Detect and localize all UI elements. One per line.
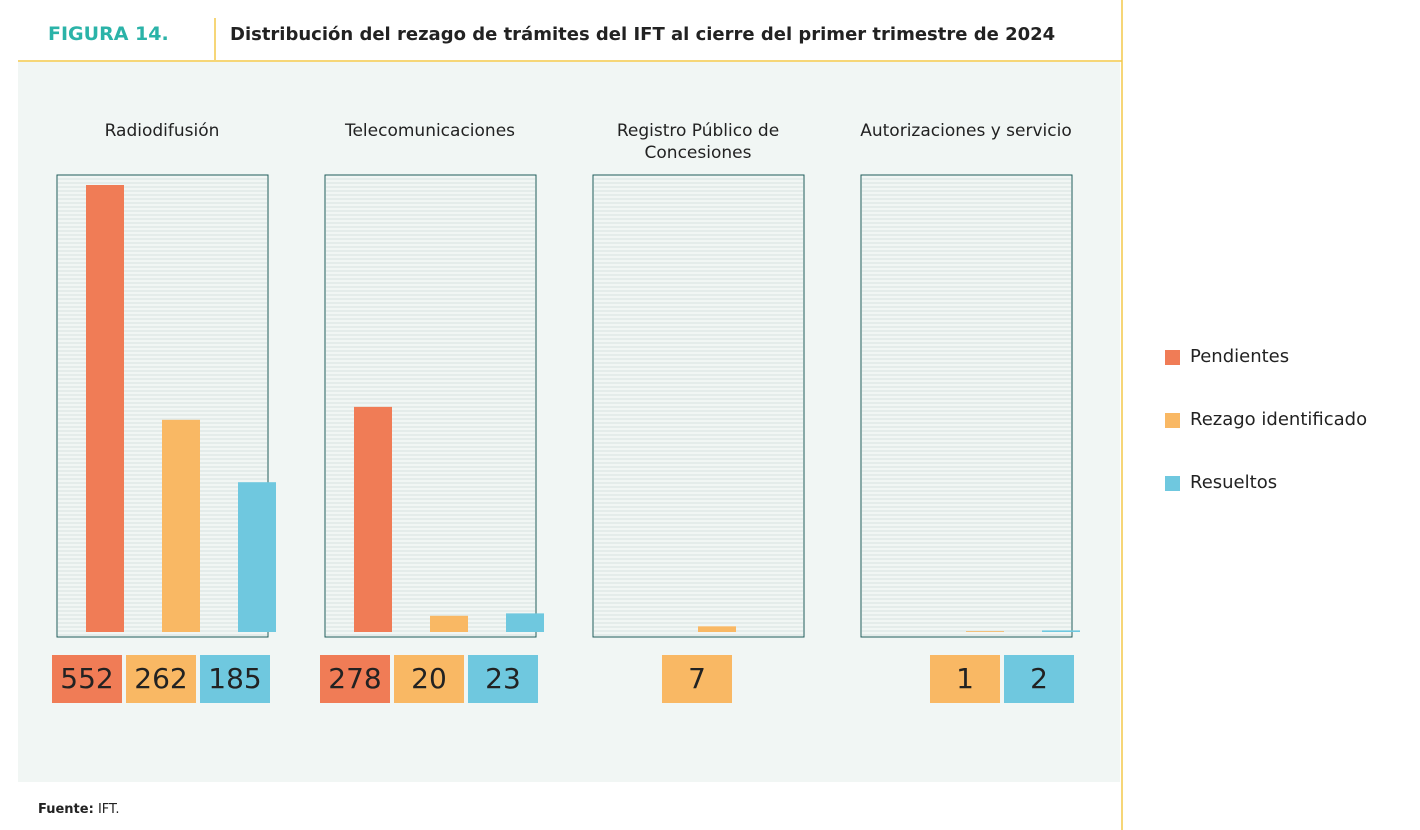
bar — [1042, 630, 1080, 632]
bar — [162, 419, 200, 632]
figure-label: FIGURA 14. — [48, 23, 169, 45]
category-label: Registro Público de Concesiones — [616, 121, 780, 163]
legend-swatch — [1165, 350, 1180, 365]
panel — [592, 174, 805, 638]
chart-title: Distribución del rezago de trámites del … — [230, 24, 1055, 45]
value-label: 278 — [320, 655, 390, 703]
legend-swatch — [1165, 476, 1180, 491]
bar — [238, 482, 276, 632]
value-label: 185 — [200, 655, 270, 703]
bar — [698, 626, 736, 632]
bar — [506, 613, 544, 632]
panel — [860, 174, 1073, 638]
bar — [430, 615, 468, 632]
source-text: IFT. — [98, 802, 120, 817]
source: Fuente: IFT. — [38, 802, 120, 817]
legend-label: Resueltos — [1190, 472, 1278, 493]
value-label: 2 — [1004, 655, 1074, 703]
bar — [966, 631, 1004, 632]
legend-swatch — [1165, 413, 1180, 428]
value-label: 262 — [126, 655, 196, 703]
legend-label: Pendientes — [1190, 346, 1290, 367]
value-label: 552 — [52, 655, 122, 703]
value-label: 23 — [468, 655, 538, 703]
value-label: 7 — [662, 655, 732, 703]
bar — [354, 406, 392, 632]
category-label: Radiodifusión — [104, 121, 220, 141]
bar — [86, 185, 124, 632]
value-label: 20 — [394, 655, 464, 703]
category-label: Telecomunicaciones — [344, 121, 516, 141]
source-label: Fuente: — [38, 802, 94, 817]
category-label: Autorizaciones y servicio — [860, 121, 1072, 141]
value-label: 1 — [930, 655, 1000, 703]
legend-label: Rezago identificado — [1190, 409, 1368, 430]
